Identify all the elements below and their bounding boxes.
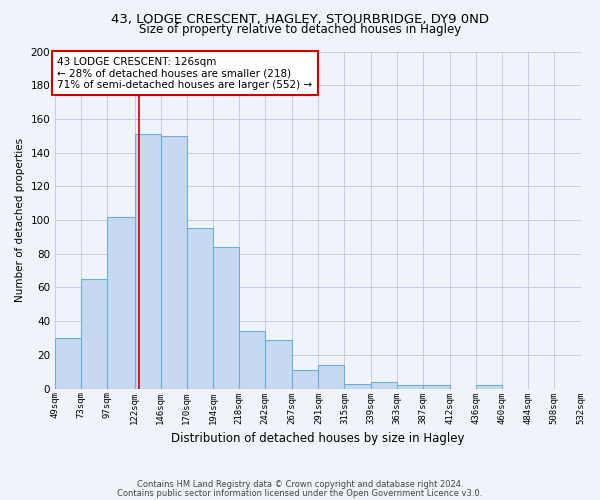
Bar [344, 384, 371, 388]
Text: Contains public sector information licensed under the Open Government Licence v3: Contains public sector information licen… [118, 489, 482, 498]
Text: 43 LODGE CRESCENT: 126sqm
← 28% of detached houses are smaller (218)
71% of semi: 43 LODGE CRESCENT: 126sqm ← 28% of detac… [58, 56, 313, 90]
Bar [55, 338, 81, 388]
Bar [134, 134, 161, 388]
Y-axis label: Number of detached properties: Number of detached properties [15, 138, 25, 302]
X-axis label: Distribution of detached houses by size in Hagley: Distribution of detached houses by size … [171, 432, 464, 445]
Bar [476, 386, 502, 388]
Bar [213, 247, 239, 388]
Bar [423, 386, 450, 388]
Bar [397, 386, 423, 388]
Bar [161, 136, 187, 388]
Bar [107, 216, 134, 388]
Bar [371, 382, 397, 388]
Bar [319, 365, 344, 388]
Bar [187, 228, 213, 388]
Text: Contains HM Land Registry data © Crown copyright and database right 2024.: Contains HM Land Registry data © Crown c… [137, 480, 463, 489]
Bar [81, 279, 107, 388]
Text: 43, LODGE CRESCENT, HAGLEY, STOURBRIDGE, DY9 0ND: 43, LODGE CRESCENT, HAGLEY, STOURBRIDGE,… [111, 12, 489, 26]
Bar [265, 340, 292, 388]
Bar [292, 370, 319, 388]
Text: Size of property relative to detached houses in Hagley: Size of property relative to detached ho… [139, 22, 461, 36]
Bar [239, 332, 265, 388]
